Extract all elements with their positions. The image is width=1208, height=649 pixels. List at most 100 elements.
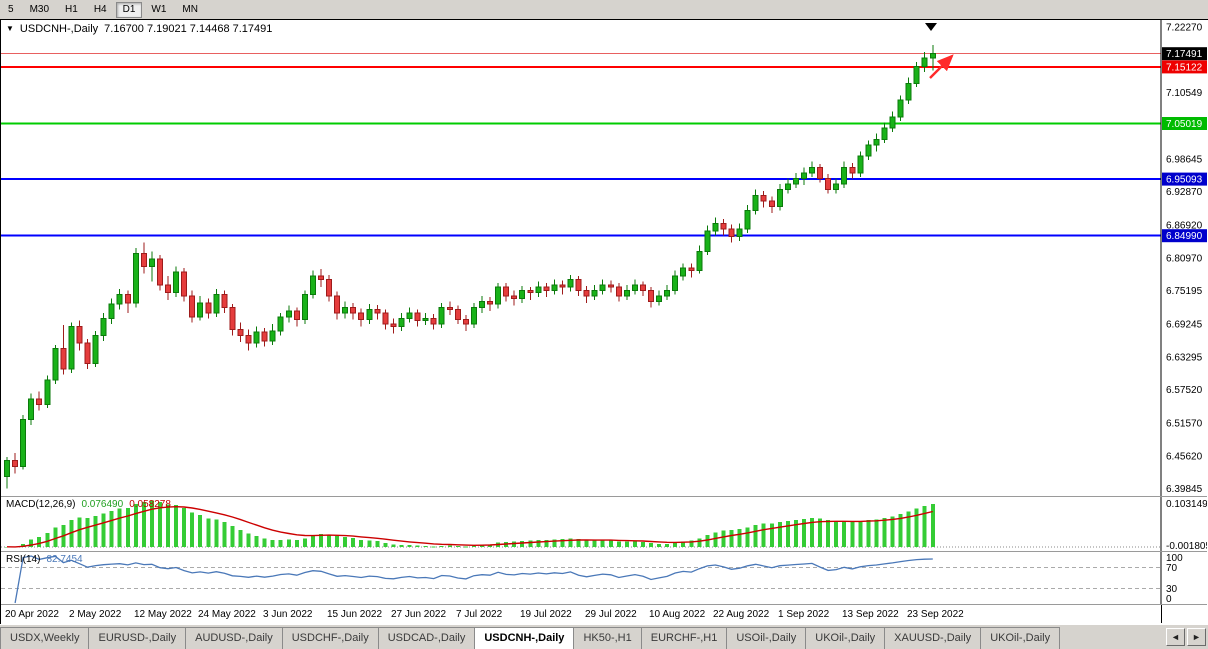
tab-usdcad-daily[interactable]: USDCAD-,Daily [377,627,476,649]
candle [575,278,582,291]
candle [648,290,654,303]
tab-scroll-left-button[interactable]: ◄ [1166,628,1185,646]
tab-audusd-daily[interactable]: AUDUSD-,Daily [185,627,283,649]
rsi-axis-label: 30 [1166,584,1178,595]
price-tag-label: 6.95093 [1166,175,1203,186]
timeframe-button-5[interactable]: 5 [1,2,21,18]
candle [398,318,405,327]
tab-ukoil-daily[interactable]: UKOil-,Daily [805,627,886,649]
price-tag [1162,60,1207,74]
candle [712,222,719,232]
candle [664,290,671,297]
up-trend-arrow-icon[interactable] [929,54,954,79]
tab-hk50-h1[interactable]: HK50-,H1 [573,627,642,649]
rsi-pane[interactable]: 100 70 30 0 [1,552,1207,605]
macd-label: MACD(12,26,9) 0.076490 0.058278 [6,499,171,510]
candle [487,301,493,305]
pane-separator[interactable] [1,551,1207,552]
candle [825,178,832,191]
timeframe-button-h4[interactable]: H4 [87,2,114,18]
candle [623,290,630,297]
candle [559,284,566,288]
candle [760,194,767,202]
date-axis-label: 19 Jul 2022 [520,609,572,620]
candle [309,275,316,295]
tab-usoil-daily[interactable]: USOil-,Daily [726,627,807,649]
tab-usdcnh-daily[interactable]: USDCNH-,Daily [474,627,575,649]
tab-usdx-weekly[interactable]: USDX,Weekly [0,627,90,649]
chart-title-row: ▼ USDCNH-,Daily 7.16700 7.19021 7.14468 … [6,23,272,35]
candle [197,302,204,318]
rsi-axis-label: 0 [1166,594,1172,604]
candle [390,323,397,327]
candle [865,144,872,157]
date-axis-label: 23 Sep 2022 [907,609,964,620]
date-axis-label: 3 Jun 2022 [263,609,313,620]
chart-dropdown-icon[interactable]: ▼ [6,24,14,33]
price-tag-label: 7.15122 [1166,62,1203,73]
candle [728,228,735,238]
candle [84,342,91,364]
candle [535,286,542,294]
candle [221,293,228,308]
macd-name: MACD(12,26,9) [6,499,76,510]
price-tag [1162,172,1207,186]
timeframe-button-w1[interactable]: W1 [144,2,173,18]
candle [913,66,920,84]
tab-xauusd-daily[interactable]: XAUUSD-,Daily [884,627,982,649]
tab-eurusd-daily[interactable]: EURUSD-,Daily [88,627,187,649]
price-axis-label: 6.98645 [1166,155,1203,166]
candle [430,318,437,325]
candle [656,295,663,303]
tab-usdchf-daily[interactable]: USDCHF-,Daily [281,627,379,649]
pane-separator[interactable] [1,496,1207,497]
candle [12,460,19,467]
price-axis-label: 6.92870 [1166,187,1203,198]
candle [607,284,614,288]
macd-pane[interactable]: 0.103149 -0.001805 [1,497,1208,552]
timeframe-button-mn[interactable]: MN [175,2,205,18]
timeframe-button-h1[interactable]: H1 [58,2,85,18]
tab-eurchf-h1[interactable]: EURCHF-,H1 [640,627,728,649]
timeframe-button-m30[interactable]: M30 [23,2,56,18]
candle [189,295,196,318]
candle [503,286,510,297]
candle [301,293,308,321]
candle [817,166,824,180]
tab-scroll-right-button[interactable]: ► [1187,628,1206,646]
candle [28,398,35,420]
candle [406,312,413,319]
candle [342,306,349,314]
candle [752,194,759,211]
candle [543,286,550,292]
candle [422,318,429,322]
tab-ukoil-daily[interactable]: UKOil-,Daily [980,627,1061,649]
candle [205,302,212,314]
candle [132,253,139,304]
price-chart-pane[interactable]: 7.22270 7.10549 6.98645 6.92870 6.86920 6.809… [1,20,1207,496]
candle [640,284,646,291]
candle [358,312,365,321]
candle [881,127,888,140]
candle [921,57,928,67]
candle [776,189,783,207]
triangle-down-marker-icon[interactable] [925,23,937,31]
price-axis-label: 7.10549 [1166,88,1203,99]
candle [108,303,115,319]
candle [744,209,751,230]
candle [44,379,51,406]
macd-value-signal: 0.058278 [129,499,171,510]
candle [551,284,558,291]
macd-signal-line [6,505,933,548]
pane-separator[interactable] [1,604,1207,605]
candle [889,116,896,129]
price-axis-label: 6.63295 [1166,353,1203,364]
time-axis[interactable]: 20 Apr 2022 2 May 2022 12 May 2022 24 May 2… [1,605,1207,623]
candle [124,293,131,304]
candle [157,258,163,286]
candle [438,306,445,325]
price-axis-label: 6.45620 [1166,452,1203,463]
candle [350,306,357,314]
timeframe-button-d1[interactable]: D1 [115,1,143,18]
